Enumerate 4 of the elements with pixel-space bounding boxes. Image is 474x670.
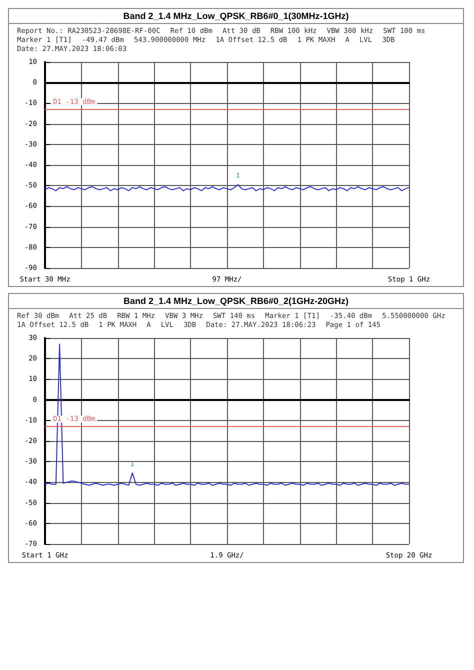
line-series [44, 344, 410, 486]
line-series [44, 184, 410, 192]
chart-title: Band 2_1.4 MHz_Low_QPSK_RB6#0_1(30MHz-1GHz) [9, 9, 463, 24]
chart-title: Band 2_1.4 MHz_Low_QPSK_RB6#0_2(1GHz-20GHz) [9, 294, 463, 309]
